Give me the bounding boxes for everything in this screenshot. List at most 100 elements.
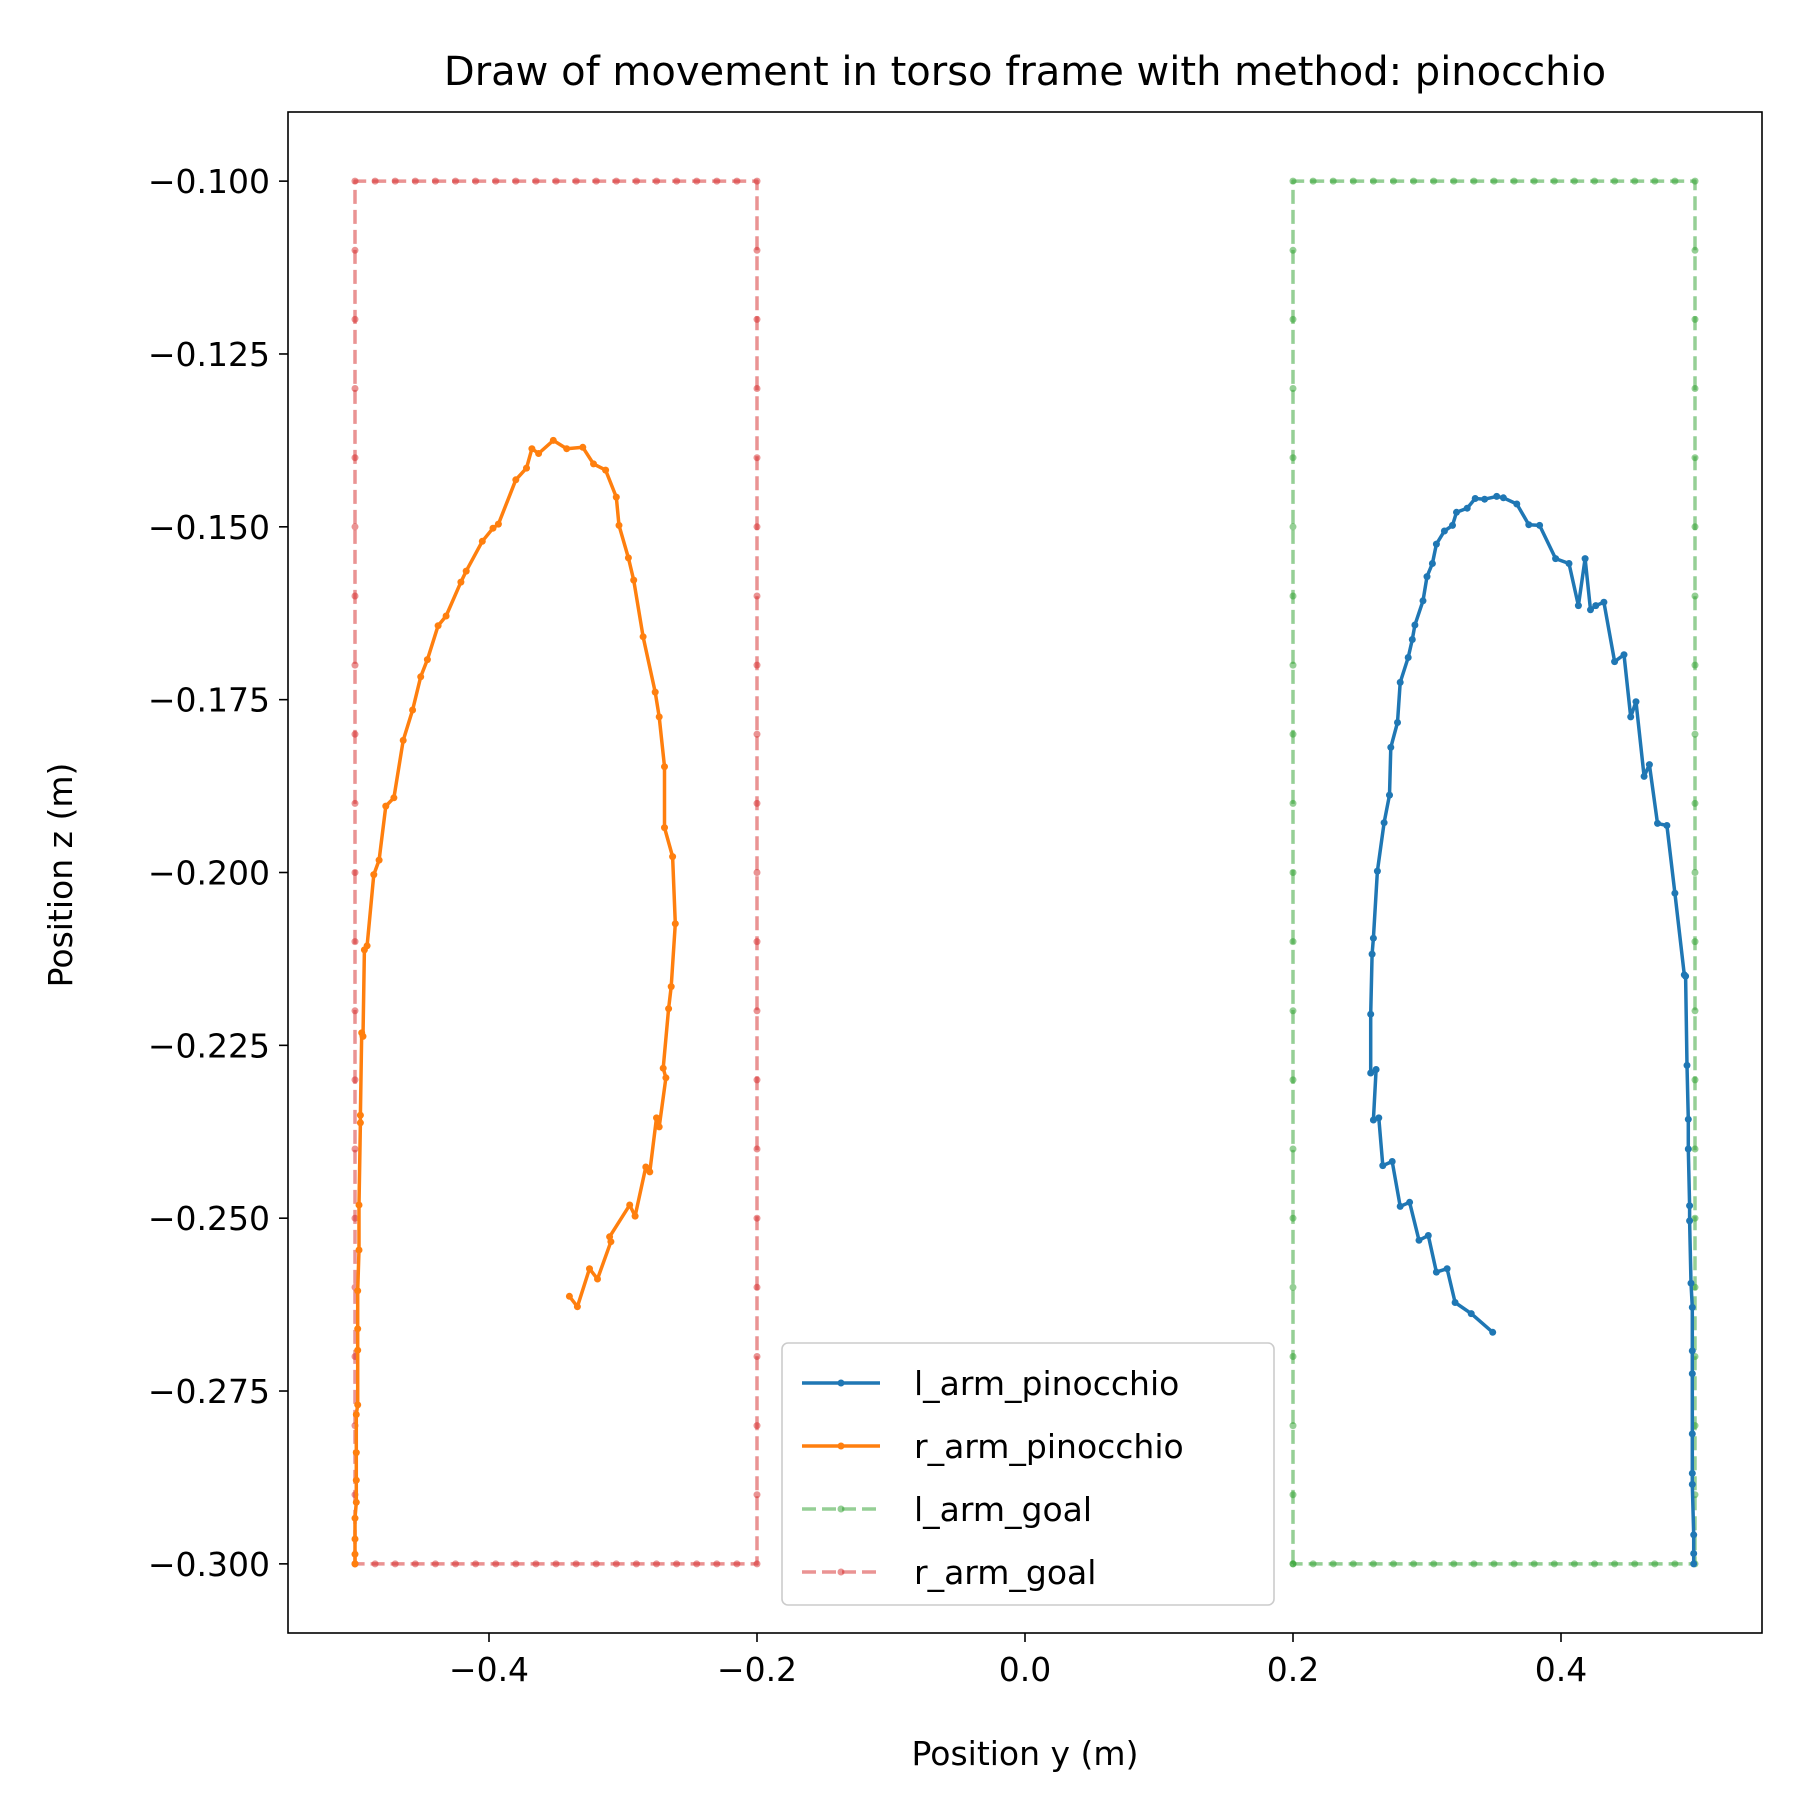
data-point-l_arm_goal-33 — [1550, 177, 1558, 185]
data-point-r_arm_pinocchio-52 — [360, 946, 368, 954]
data-point-r_arm_goal-7 — [351, 1076, 359, 1084]
y-tick-label: −0.100 — [148, 162, 270, 201]
data-point-r_arm_goal-21 — [371, 177, 379, 185]
legend-swatch-marker — [837, 1505, 845, 1513]
data-point-l_arm_goal-14 — [1289, 592, 1297, 600]
data-point-r_arm_goal-41 — [753, 246, 761, 254]
data-point-l_arm_goal-43 — [1691, 385, 1699, 392]
data-point-r_arm_goal-76 — [431, 1560, 439, 1568]
data-point-l_arm_goal-4 — [1289, 1283, 1297, 1291]
data-point-l_arm_goal-20 — [1289, 177, 1297, 185]
data-point-r_arm_pinocchio-44 — [417, 673, 425, 681]
data-point-r_arm_pinocchio-13 — [659, 1064, 667, 1072]
data-point-r_arm_goal-44 — [753, 454, 761, 462]
data-point-l_arm_pinocchio-13 — [1372, 1066, 1380, 1073]
data-point-l_arm_goal-24 — [1369, 177, 1377, 185]
data-point-l_arm_goal-3 — [1289, 1353, 1297, 1360]
data-point-r_arm_pinocchio-7 — [631, 1212, 639, 1220]
data-point-l_arm_goal-67 — [1550, 1560, 1558, 1568]
y-axis-label: Position z (m) — [41, 763, 80, 988]
data-point-l_arm_pinocchio-18 — [1373, 867, 1381, 875]
data-point-l_arm_pinocchio-26 — [1411, 621, 1419, 629]
data-point-l_arm_goal-36 — [1611, 177, 1619, 185]
data-point-l_arm_goal-18 — [1289, 315, 1297, 323]
data-point-r_arm_goal-27 — [492, 177, 500, 185]
data-point-r_arm_pinocchio-65 — [352, 1476, 360, 1484]
data-point-l_arm_goal-37 — [1631, 177, 1639, 185]
data-point-r_arm_pinocchio-2 — [586, 1265, 593, 1273]
y-tick-label: −0.300 — [148, 1545, 270, 1584]
x-axis-label: Position y (m) — [912, 1734, 1139, 1773]
data-point-r_arm_pinocchio-23 — [630, 576, 638, 584]
data-point-r_arm_pinocchio-35 — [512, 476, 520, 484]
data-point-r_arm_pinocchio-58 — [355, 1246, 363, 1254]
data-point-r_arm_pinocchio-45 — [409, 706, 417, 714]
data-point-l_arm_goal-63 — [1631, 1560, 1639, 1568]
data-point-r_arm_pinocchio-21 — [651, 688, 659, 696]
data-point-l_arm_pinocchio-42 — [1552, 555, 1560, 563]
data-point-l_arm_goal-50 — [1691, 869, 1699, 876]
data-point-r_arm_goal-42 — [753, 315, 761, 323]
data-point-l_arm_pinocchio-22 — [1394, 719, 1401, 726]
data-point-r_arm_pinocchio-60 — [354, 1325, 362, 1333]
data-point-l_arm_pinocchio-72 — [1690, 1531, 1698, 1539]
y-tick-label: −0.200 — [148, 854, 270, 893]
data-point-l_arm_pinocchio-61 — [1684, 1115, 1692, 1123]
data-point-l_arm_pinocchio-1 — [1467, 1310, 1475, 1318]
data-point-r_arm_goal-79 — [371, 1560, 379, 1568]
data-point-r_arm_pinocchio-26 — [612, 493, 620, 501]
data-point-r_arm_pinocchio-46 — [399, 736, 407, 744]
data-point-r_arm_goal-10 — [351, 869, 359, 876]
series-r_arm_pinocchio — [351, 436, 679, 1568]
data-point-r_arm_goal-62 — [713, 1560, 721, 1568]
data-point-r_arm_goal-55 — [753, 1214, 761, 1222]
data-point-r_arm_goal-23 — [411, 177, 419, 185]
data-point-r_arm_goal-59 — [753, 1491, 761, 1499]
data-point-l_arm_pinocchio-41 — [1536, 521, 1544, 529]
data-point-l_arm_pinocchio-25 — [1408, 636, 1416, 643]
data-point-r_arm_pinocchio-36 — [494, 520, 502, 528]
data-point-l_arm_pinocchio-4 — [1432, 1268, 1440, 1276]
data-point-r_arm_pinocchio-5 — [606, 1233, 614, 1241]
data-point-l_arm_goal-8 — [1289, 1007, 1297, 1015]
data-point-l_arm_goal-30 — [1490, 177, 1498, 185]
data-point-r_arm_goal-25 — [452, 177, 459, 185]
data-point-r_arm_pinocchio-3 — [594, 1275, 601, 1283]
data-point-r_arm_goal-70 — [552, 1560, 560, 1568]
data-point-r_arm_goal-63 — [693, 1560, 701, 1568]
data-point-r_arm_goal-67 — [612, 1560, 620, 1568]
data-point-r_arm_pinocchio-48 — [382, 802, 390, 810]
data-point-r_arm_goal-32 — [592, 177, 600, 185]
data-point-r_arm_pinocchio-24 — [624, 554, 632, 562]
data-point-r_arm_pinocchio-18 — [661, 824, 668, 832]
data-point-l_arm_pinocchio-35 — [1471, 495, 1479, 502]
data-point-r_arm_goal-61 — [733, 1560, 741, 1568]
data-point-r_arm_pinocchio-56 — [356, 1119, 364, 1127]
x-tick-label: 0.0 — [999, 1650, 1051, 1689]
x-tick-label: 0.4 — [1535, 1650, 1587, 1689]
x-tick-label: 0.2 — [1267, 1650, 1319, 1689]
data-point-r_arm_pinocchio-1 — [573, 1303, 581, 1311]
data-point-r_arm_goal-33 — [612, 177, 620, 185]
data-point-r_arm_goal-17 — [351, 385, 359, 392]
series-r_arm_goal — [351, 177, 761, 1568]
data-point-r_arm_pinocchio-50 — [370, 871, 378, 879]
data-point-l_arm_pinocchio-8 — [1396, 1202, 1404, 1210]
data-point-r_arm_goal-39 — [733, 177, 741, 185]
data-point-r_arm_goal-48 — [753, 730, 761, 738]
data-point-l_arm_goal-12 — [1289, 730, 1297, 738]
data-point-r_arm_goal-72 — [512, 1560, 520, 1568]
data-point-l_arm_pinocchio-10 — [1379, 1162, 1387, 1170]
data-point-l_arm_pinocchio-66 — [1688, 1303, 1696, 1311]
legend-label: l_arm_pinocchio — [914, 1364, 1179, 1403]
data-point-l_arm_goal-54 — [1691, 1145, 1699, 1153]
data-point-r_arm_goal-45 — [753, 523, 761, 531]
data-point-r_arm_pinocchio-34 — [523, 464, 530, 472]
data-point-r_arm_pinocchio-9 — [646, 1168, 654, 1176]
data-point-l_arm_goal-51 — [1691, 938, 1699, 946]
data-point-l_arm_goal-26 — [1410, 177, 1418, 185]
data-point-r_arm_pinocchio-66 — [352, 1498, 360, 1506]
data-point-r_arm_goal-57 — [753, 1353, 761, 1360]
data-point-r_arm_pinocchio-41 — [442, 612, 450, 620]
data-point-l_arm_pinocchio-71 — [1688, 1480, 1696, 1488]
